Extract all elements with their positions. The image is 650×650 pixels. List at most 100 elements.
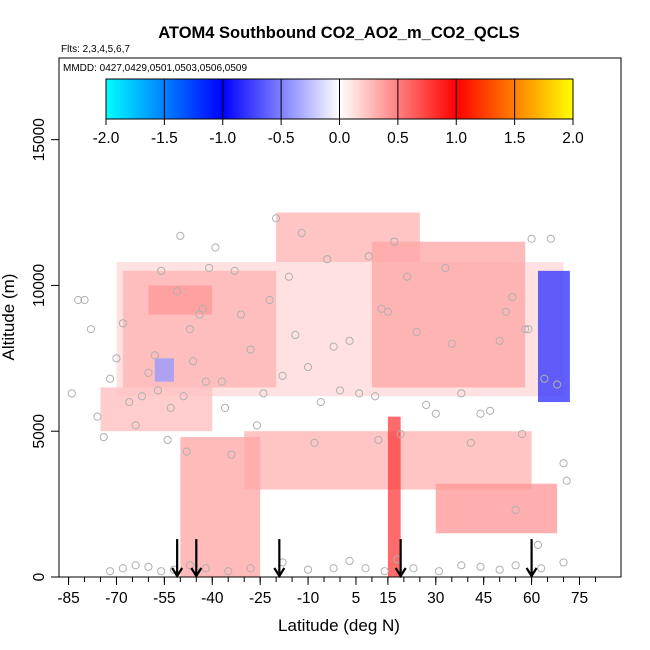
sample-point	[303, 565, 313, 574]
sample-point	[74, 295, 83, 305]
sample-point	[131, 421, 140, 430]
sample-point	[553, 380, 562, 389]
arrow-marker	[171, 539, 184, 579]
sample-point	[540, 374, 549, 383]
sample-point	[176, 231, 185, 240]
sample-point	[476, 562, 485, 571]
heatmap-region-sh-boundary-wedge	[180, 437, 261, 577]
sample-point	[355, 389, 364, 398]
sample-point	[546, 234, 555, 243]
sample-point	[144, 562, 153, 571]
sample-point	[67, 389, 76, 398]
sample-point	[198, 304, 207, 313]
x-tick-label: -40	[201, 590, 224, 607]
sample-point	[524, 325, 533, 334]
sample-point	[217, 377, 226, 386]
sample-point	[323, 255, 332, 264]
sample-point	[396, 430, 405, 439]
sample-point	[329, 564, 338, 573]
sample-point	[211, 243, 220, 252]
sample-point	[252, 421, 262, 430]
sample-point	[559, 459, 568, 468]
arrow-head	[394, 567, 407, 579]
sample-point	[329, 342, 338, 351]
sample-point	[434, 567, 444, 576]
x-tick-label: 30	[427, 590, 445, 607]
sample-point	[383, 307, 392, 316]
sample-point	[303, 362, 313, 372]
sample-point	[495, 336, 504, 345]
sample-point	[86, 325, 96, 334]
sample-point	[105, 374, 115, 383]
sample-point	[173, 287, 182, 296]
sample-point	[371, 392, 380, 401]
sample-point	[537, 564, 546, 573]
sample-point	[185, 561, 195, 570]
sample-point	[157, 266, 166, 275]
sample-point	[99, 432, 108, 442]
sample-point	[201, 377, 210, 386]
sample-point	[412, 327, 421, 337]
sample-point	[511, 561, 520, 570]
sample-point	[278, 371, 287, 380]
heatmap-region-sh-blue-patch	[154, 358, 174, 382]
colorbar-tick-label: -0.5	[268, 130, 295, 147]
x-tick-label: -10	[297, 590, 320, 607]
sample-point	[521, 325, 530, 334]
sample-point	[201, 564, 210, 573]
sample-point	[402, 272, 412, 281]
sample-point	[284, 272, 294, 281]
sample-point	[485, 406, 495, 415]
heatmap-region-nh-lower-tropo	[244, 431, 532, 490]
heatmap-region-arctic-blue-column	[537, 270, 570, 403]
sample-point	[517, 430, 527, 439]
sample-point	[166, 403, 175, 412]
sample-point	[297, 228, 306, 238]
sample-point	[105, 567, 115, 576]
sample-point	[374, 435, 383, 445]
sample-point	[466, 438, 476, 447]
arrow-marker	[273, 539, 286, 579]
y-axis: 0 5000 10000 15000	[31, 118, 59, 581]
sample-point	[431, 409, 440, 418]
sample-point	[259, 389, 268, 398]
latitude-arrows	[171, 539, 538, 579]
colorbar: -2.0 -1.5 -1.0 -0.5 0.0 0.5 1.0 1.5 2.0	[93, 78, 584, 147]
colorbar-tick-label: 0.0	[329, 130, 351, 147]
sample-point	[562, 476, 571, 485]
arrow-head	[273, 567, 286, 579]
sample-point	[236, 310, 246, 319]
x-tick-label: -85	[57, 590, 79, 607]
arrow-head	[525, 567, 538, 579]
sample-point	[345, 336, 354, 345]
sample-point	[380, 567, 389, 576]
x-axis: -85 -70 -55 -40 -25 -10 5 15 30 45 60 75	[57, 577, 596, 607]
sample-point	[246, 345, 255, 354]
sample-point	[316, 397, 325, 407]
sample-point	[335, 386, 345, 395]
heatmap-layer	[100, 212, 570, 577]
sample-point	[163, 435, 172, 445]
sample-point	[272, 214, 281, 223]
x-tick-label: -55	[153, 590, 175, 607]
arrow-head	[190, 567, 203, 579]
flights-subtitle: Flts: 2,3,4,5,6,7	[61, 44, 130, 55]
sample-point	[204, 263, 214, 273]
sample-point	[220, 403, 230, 412]
sample-point	[246, 564, 255, 573]
sample-point	[457, 389, 466, 398]
y-tick-label: 10000	[31, 264, 48, 307]
sample-point	[179, 392, 188, 401]
sample-point	[476, 409, 485, 418]
arrow-marker	[525, 539, 538, 579]
sample-point	[533, 540, 543, 550]
x-axis-label: Latitude (deg N)	[278, 616, 400, 635]
sample-point	[150, 351, 159, 360]
sample-point	[93, 412, 102, 421]
heatmap-region-itcz-column	[387, 416, 401, 577]
colorbar-ticks: -2.0 -1.5 -1.0 -0.5 0.0 0.5 1.0 1.5 2.0	[93, 79, 584, 147]
sample-point	[291, 330, 300, 340]
x-tick-label: -25	[249, 590, 271, 607]
arrow-marker	[190, 539, 203, 579]
x-tick-label: 75	[571, 590, 588, 607]
